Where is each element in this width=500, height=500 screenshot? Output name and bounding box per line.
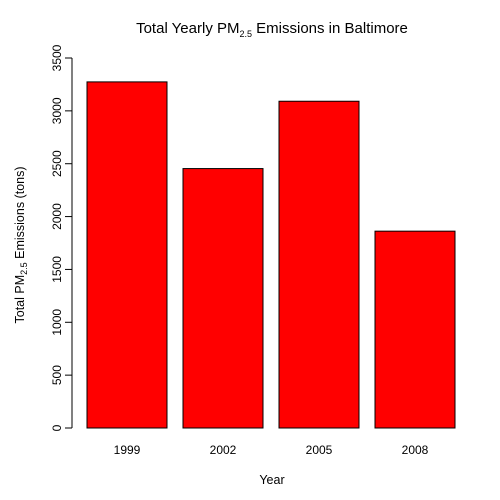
y-axis-label: Total PM2.5 Emissions (tons) (13, 166, 29, 323)
bar-2008 (374, 230, 456, 429)
bar-1999 (86, 81, 168, 429)
bar-2002 (182, 168, 264, 429)
chart-title-suffix: Emissions in Baltimore (252, 20, 408, 37)
y-axis-label-suffix: Emissions (tons) (13, 166, 27, 262)
y-axis-label-subscript: 2.5 (19, 262, 29, 275)
y-tick-label-1500: 1500 (50, 256, 64, 283)
bar-2005 (278, 100, 360, 429)
y-tick-label-500: 500 (50, 365, 64, 385)
x-axis-label: Year (259, 473, 284, 487)
x-tick-label-2008: 2008 (402, 443, 429, 457)
y-tick-label-3500: 3500 (50, 44, 64, 71)
x-tick-label-1999: 1999 (114, 443, 141, 457)
chart-title: Total Yearly PM2.5 Emissions in Baltimor… (136, 20, 408, 39)
y-tick-label-1000: 1000 (50, 309, 64, 336)
y-tick-label-2000: 2000 (50, 203, 64, 230)
x-tick-label-2005: 2005 (306, 443, 333, 457)
chart-title-prefix: Total Yearly PM (136, 20, 239, 37)
x-tick-labels: 1999 2002 2005 2008 (114, 443, 429, 457)
x-tick-label-2002: 2002 (210, 443, 237, 457)
bars-group (86, 81, 456, 429)
y-tick-label-0: 0 (50, 424, 64, 431)
y-axis: 0 500 1000 1500 2000 2500 3000 3500 (50, 44, 73, 431)
y-tick-label-2500: 2500 (50, 150, 64, 177)
y-tick-label-3000: 3000 (50, 97, 64, 124)
y-axis-label-prefix: Total PM (13, 275, 27, 324)
chart-title-subscript: 2.5 (239, 29, 252, 39)
